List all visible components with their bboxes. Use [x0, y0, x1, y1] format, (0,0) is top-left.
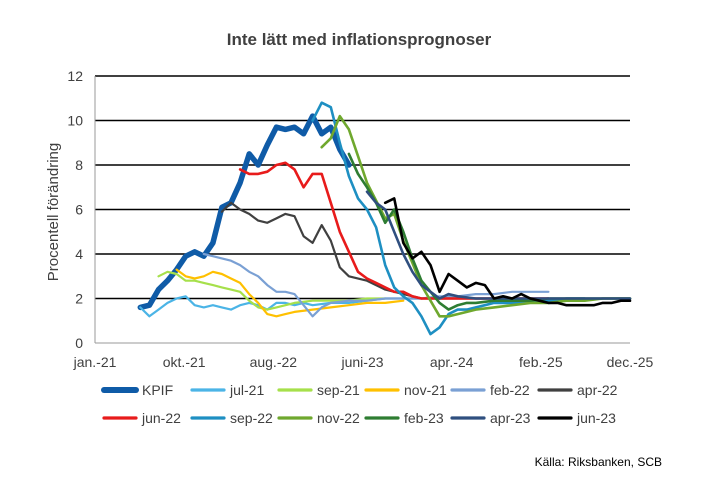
legend-item-KPIF: KPIF [101, 382, 173, 398]
x-tick-label: aug.-22 [250, 354, 298, 370]
legend-label: nov-22 [317, 410, 360, 426]
series-lines [137, 101, 632, 336]
chart-title: Inte lätt med inflationsprognoser [227, 30, 492, 49]
y-tick-label: 4 [75, 246, 83, 262]
legend-label: jun-22 [141, 410, 181, 426]
legend-item-sep-21: sep-21 [277, 382, 360, 398]
series-line-sep-21 [157, 270, 387, 311]
legend-item-nov-21: nov-21 [364, 382, 447, 398]
y-tick-label: 0 [75, 335, 83, 351]
x-tick-label: okt.-21 [163, 354, 206, 370]
series-line-apr-23 [365, 190, 632, 300]
x-tick-label: juni-23 [340, 354, 383, 370]
legend-label: nov-21 [404, 382, 447, 398]
x-tick-label: feb.-25 [519, 354, 563, 370]
legend-label: KPIF [142, 382, 173, 398]
series-line-jun-23 [383, 197, 632, 307]
legend-label: sep-21 [317, 382, 360, 398]
legend: KPIF jul-21 sep-21 nov-21 feb-22 apr-22 jun-22… [101, 382, 618, 426]
y-tick-label: 12 [67, 68, 83, 84]
x-tick-label: jan.-21 [73, 354, 117, 370]
legend-label: apr-22 [577, 382, 618, 398]
legend-item-jun-22: jun-22 [102, 410, 181, 426]
y-axis-label: Procentell förändring [45, 143, 62, 281]
legend-label: jul-21 [229, 382, 264, 398]
series-line-nov-21 [175, 268, 405, 318]
series-line-feb-22 [202, 252, 550, 318]
legend-item-feb-23: feb-23 [364, 410, 444, 426]
legend-item-apr-22: apr-22 [537, 382, 618, 398]
legend-label: apr-23 [490, 410, 531, 426]
legend-item-nov-22: nov-22 [277, 410, 360, 426]
legend-label: jun-23 [576, 410, 616, 426]
legend-label: feb-23 [404, 410, 444, 426]
legend-item-apr-23: apr-23 [450, 410, 531, 426]
source-note: Källa: Riksbanken, SCB [535, 455, 662, 469]
x-tick-label: dec.-25 [607, 354, 654, 370]
y-tick-label: 2 [75, 291, 83, 307]
series-line-sep-22 [311, 101, 587, 336]
legend-item-feb-22: feb-22 [450, 382, 530, 398]
series-line-nov-22 [320, 114, 632, 318]
legend-item-jun-23: jun-23 [537, 410, 616, 426]
y-tick-label: 6 [75, 202, 83, 218]
y-tick-label: 8 [75, 157, 83, 173]
x-tick-label: apr.-24 [430, 354, 474, 370]
legend-item-jul-21: jul-21 [190, 382, 264, 398]
legend-item-sep-22: sep-22 [190, 410, 273, 426]
y-tick-label: 10 [67, 113, 83, 129]
y-tick-labels: 0 2 4 6 8 10 12 [67, 68, 83, 351]
series-line-feb-23 [347, 152, 632, 311]
legend-label: sep-22 [230, 410, 273, 426]
x-tick-labels: jan.-21 okt.-21 aug.-22 juni-23 apr.-24 feb.-… [73, 354, 654, 370]
legend-label: feb-22 [490, 382, 530, 398]
